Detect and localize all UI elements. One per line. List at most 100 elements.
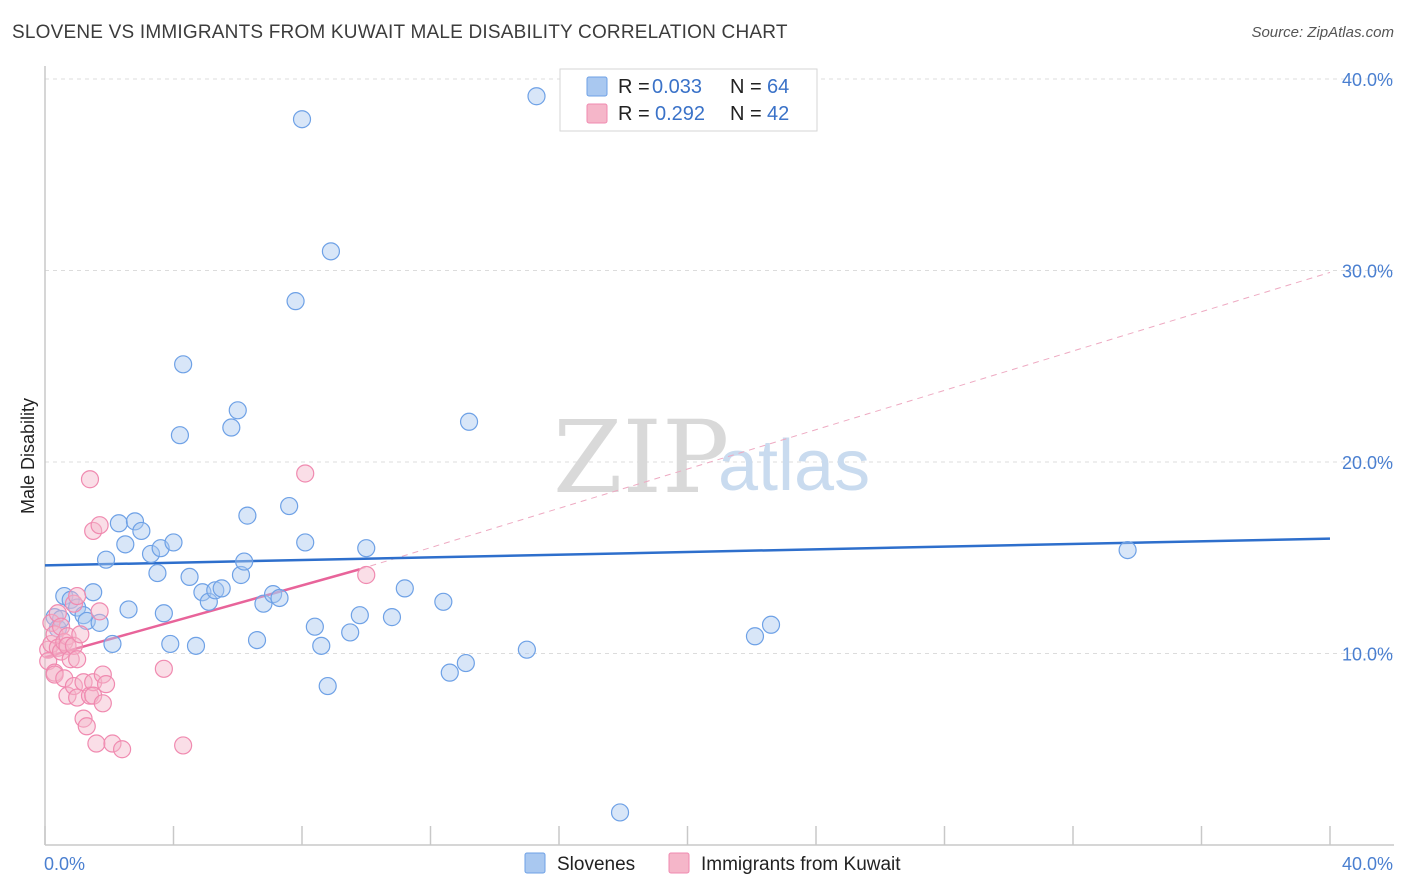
point-slovenes-55 <box>456 653 475 673</box>
point-slovenes-32 <box>228 401 247 420</box>
point-slovenes-8 <box>84 583 103 602</box>
point-kuwait-6 <box>45 665 64 684</box>
point-slovenes-29 <box>206 581 225 600</box>
trend-line-kuwait <box>44 568 361 659</box>
stats-n-label-1: N = <box>730 76 762 98</box>
point-kuwait-42 <box>296 464 315 483</box>
chart-title: SLOVENE VS IMMIGRANTS FROM KUWAIT MALE D… <box>12 22 788 43</box>
y-axis-label: Male Disability <box>18 398 38 514</box>
watermark-atlas: atlas <box>718 426 870 506</box>
trend-line-kuwait-extension <box>359 271 1331 570</box>
y-tick-label-2: 30.0% <box>1342 262 1393 282</box>
point-kuwait-26 <box>77 717 96 736</box>
point-slovenes-50 <box>357 539 376 558</box>
point-slovenes-28 <box>199 592 218 611</box>
point-kuwait-37 <box>96 675 116 694</box>
point-slovenes-30 <box>212 579 231 598</box>
point-kuwait-40 <box>154 659 173 678</box>
point-kuwait-19 <box>64 676 84 696</box>
x-tick-labels: 0.0% 40.0% <box>44 854 1393 874</box>
point-slovenes-60 <box>745 627 765 646</box>
stats-box: R = 0.033 N = 64 R = 0.292 N = 42 <box>559 68 818 132</box>
point-slovenes-22 <box>164 533 183 552</box>
point-slovenes-37 <box>254 594 273 613</box>
point-slovenes-48 <box>341 623 360 642</box>
trend-lines <box>44 271 1331 659</box>
y-tick-label-3: 40.0% <box>1342 70 1393 90</box>
point-slovenes-52 <box>395 579 414 598</box>
point-slovenes-54 <box>440 663 459 682</box>
stats-r-label-2: R = <box>618 103 650 125</box>
point-slovenes-51 <box>382 608 402 627</box>
legend-swatch-slovenes <box>524 852 546 874</box>
stats-n-value-2: 42 <box>767 103 789 125</box>
point-slovenes-53 <box>434 592 453 611</box>
point-slovenes-33 <box>231 565 251 585</box>
point-slovenes-21 <box>161 634 180 654</box>
point-slovenes-58 <box>527 87 546 106</box>
point-slovenes-13 <box>116 535 135 554</box>
point-kuwait-23 <box>71 625 90 644</box>
point-slovenes-39 <box>270 588 289 608</box>
watermark-zip: ZIP <box>553 399 729 516</box>
point-kuwait-43 <box>357 565 376 585</box>
point-slovenes-25 <box>180 567 199 587</box>
point-kuwait-39 <box>112 740 132 759</box>
point-kuwait-22 <box>68 650 87 669</box>
point-slovenes-26 <box>186 636 206 655</box>
point-slovenes-34 <box>235 552 254 571</box>
legend: Slovenes Immigrants from Kuwait <box>524 852 901 875</box>
y-tick-label-1: 20.0% <box>1342 453 1393 473</box>
point-kuwait-38 <box>103 734 122 753</box>
point-kuwait-32 <box>87 734 106 753</box>
point-slovenes-15 <box>125 512 145 531</box>
point-slovenes-31 <box>222 418 241 437</box>
chart-source: Source: ZipAtlas.com <box>1251 24 1394 41</box>
point-slovenes-2 <box>51 609 71 629</box>
point-kuwait-33 <box>90 602 109 621</box>
point-slovenes-20 <box>154 604 173 623</box>
stats-r-value-1: 0.033 <box>652 76 702 98</box>
x-tick-label-1: 40.0% <box>1342 854 1393 874</box>
stats-r-label-1: R = <box>618 76 650 98</box>
point-kuwait-35 <box>93 694 112 713</box>
point-slovenes-16 <box>132 521 151 541</box>
point-slovenes-10 <box>96 550 116 569</box>
point-slovenes-44 <box>305 617 324 636</box>
points-series-2 <box>39 464 376 759</box>
point-kuwait-36 <box>93 665 112 684</box>
point-kuwait-30 <box>84 686 103 705</box>
point-kuwait-17 <box>64 636 84 655</box>
legend-label-slovenes: Slovenes <box>557 854 635 875</box>
point-slovenes-17 <box>141 544 161 564</box>
point-slovenes-45 <box>312 636 331 655</box>
point-kuwait-34 <box>90 516 109 535</box>
point-kuwait-10 <box>51 617 71 636</box>
point-slovenes-41 <box>286 292 305 311</box>
x-tick-label-0: 0.0% <box>44 854 85 874</box>
point-slovenes-46 <box>318 676 337 696</box>
point-slovenes-36 <box>247 630 267 650</box>
point-slovenes-49 <box>350 606 369 625</box>
point-slovenes-12 <box>109 514 128 533</box>
point-slovenes-47 <box>321 242 341 261</box>
point-kuwait-12 <box>55 669 74 688</box>
trend-line-slovenes <box>44 537 1331 567</box>
stats-n-value-1: 64 <box>767 76 789 98</box>
point-slovenes-57 <box>517 640 536 659</box>
stats-n-label-2: N = <box>730 103 762 125</box>
point-slovenes-35 <box>238 506 257 525</box>
legend-swatch-kuwait <box>668 852 690 874</box>
point-slovenes-56 <box>459 412 479 431</box>
stats-swatch-1 <box>586 76 608 97</box>
stats-r-value-2: 0.292 <box>655 103 705 125</box>
y-tick-label-0: 10.0% <box>1342 645 1393 665</box>
point-slovenes-14 <box>119 600 138 619</box>
axes <box>44 66 1394 846</box>
point-kuwait-3 <box>42 613 61 632</box>
y-tick-labels: 10.0% 20.0% 30.0% 40.0% <box>1342 70 1393 665</box>
point-slovenes-59 <box>610 803 630 822</box>
point-slovenes-24 <box>174 355 193 374</box>
stats-swatch-2 <box>586 103 608 124</box>
